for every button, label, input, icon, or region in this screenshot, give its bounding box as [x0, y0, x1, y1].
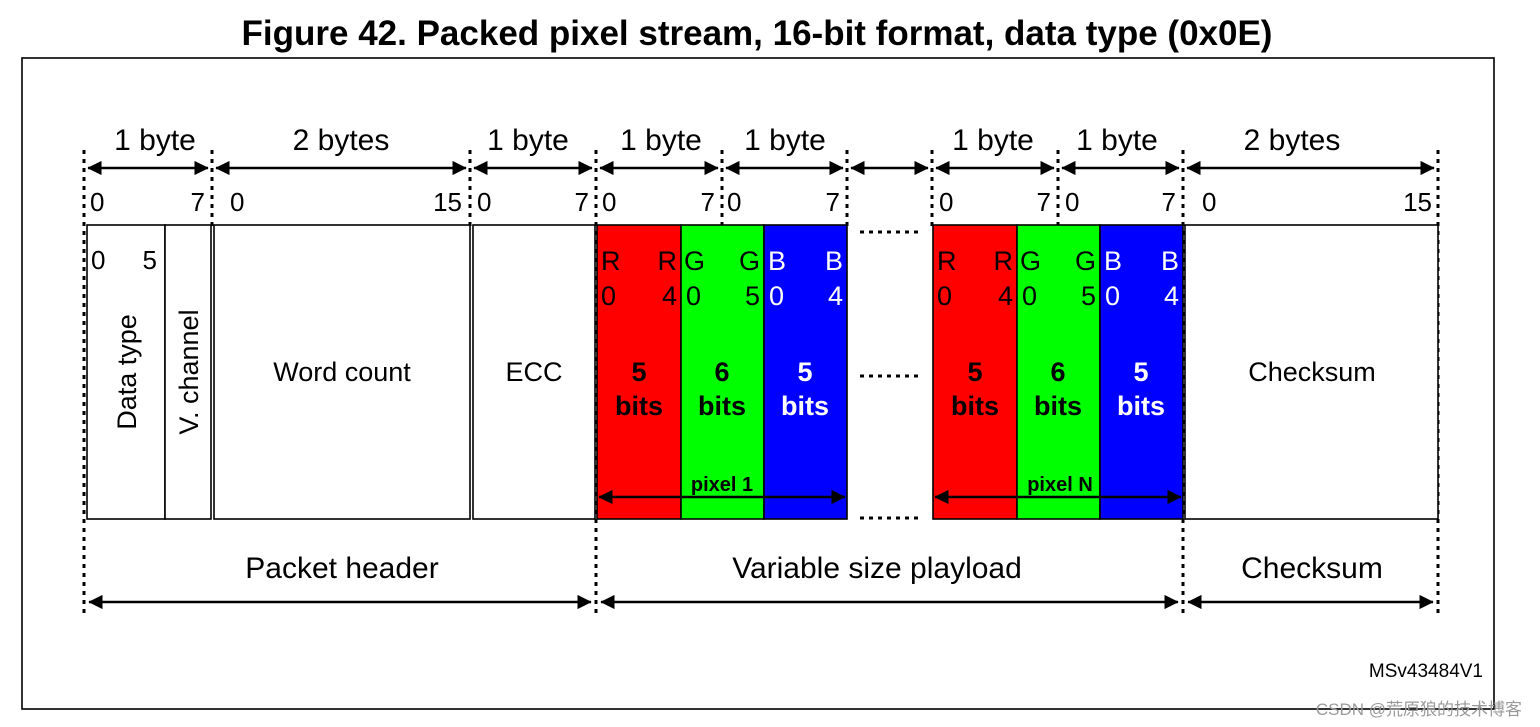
green-bit-low: 0 — [686, 281, 701, 311]
bit-number: 0 — [939, 187, 953, 217]
blue-bit-low: 0 — [769, 281, 784, 311]
red-bit-count: 5 — [631, 357, 646, 387]
ecc-label: ECC — [505, 357, 562, 387]
green-bit-count: 6 — [714, 357, 729, 387]
red-bit-low: 0 — [601, 281, 616, 311]
byte-boundaries — [82, 150, 1440, 614]
packet-header-label: Packet header — [245, 552, 438, 585]
pixel-n-group: R R 0 4 5 bits G G 0 5 6 bits B B 0 4 5 … — [932, 224, 1184, 520]
byte-label: 1 byte — [1076, 124, 1158, 157]
byte-label: 1 byte — [114, 124, 196, 157]
checksum-section-label: Checksum — [1241, 552, 1383, 585]
bit-numbers: 0 7 0 15 0 7 0 7 0 7 0 7 0 7 0 15 — [90, 187, 1432, 217]
byte-label: 1 byte — [487, 124, 569, 157]
bit-number: 0 — [1065, 187, 1079, 217]
ecc-field — [472, 224, 596, 520]
section-labels: Packet header Variable size playload Che… — [88, 552, 1434, 610]
packet-header-fields: 0 5 Data type V. channel Word count ECC — [86, 224, 596, 520]
data-type-low-bit: 0 — [91, 245, 105, 275]
blue-bit-unit: bits — [781, 391, 829, 421]
blue-bit-count: 5 — [797, 357, 812, 387]
blue-channel-block — [763, 224, 848, 520]
green-channel-block — [1016, 224, 1101, 520]
blue-bit-low: 0 — [1105, 281, 1120, 311]
pixel-label: pixel N — [1027, 474, 1093, 496]
checksum-field — [1184, 224, 1439, 520]
byte-labels: 1 byte 2 bytes 1 byte 1 byte 1 byte 1 by… — [114, 124, 1340, 157]
green-letter-high: G — [739, 246, 760, 276]
red-bit-count: 5 — [967, 357, 982, 387]
bit-number: 0 — [727, 187, 741, 217]
checksum-field-label: Checksum — [1248, 357, 1376, 387]
red-letter-high: R — [994, 246, 1014, 276]
bit-number: 7 — [575, 187, 589, 217]
byte-label: 2 bytes — [1244, 124, 1341, 157]
red-letter-low: R — [601, 246, 621, 276]
blue-bit-high: 4 — [1164, 281, 1179, 311]
figure-frame — [21, 57, 1495, 710]
green-channel-block — [680, 224, 765, 520]
blue-letter-low: B — [768, 246, 786, 276]
bit-number: 7 — [1162, 187, 1176, 217]
bit-number: 0 — [477, 187, 491, 217]
red-channel-block — [596, 224, 682, 520]
bit-number: 15 — [433, 187, 462, 217]
red-channel-block — [932, 224, 1018, 520]
watermark: CSDN @荒原狼的技术博客 — [1316, 700, 1522, 719]
byte-label: 1 byte — [620, 124, 702, 157]
figure-reference-id: MSv43484V1 — [1369, 661, 1483, 682]
data-type-high-bit: 5 — [143, 245, 157, 275]
bit-number: 0 — [1202, 187, 1216, 217]
red-bit-unit: bits — [951, 391, 999, 421]
green-letter-high: G — [1075, 246, 1096, 276]
red-bit-high: 4 — [998, 281, 1013, 311]
green-bit-low: 0 — [1022, 281, 1037, 311]
blue-channel-block — [1099, 224, 1184, 520]
bit-number: 7 — [701, 187, 715, 217]
bit-number: 0 — [230, 187, 244, 217]
figure-title: Figure 42. Packed pixel stream, 16-bit f… — [242, 14, 1273, 53]
payload-label: Variable size playload — [732, 552, 1022, 585]
bit-number: 7 — [191, 187, 205, 217]
blue-bit-high: 4 — [828, 281, 843, 311]
pixel-label: pixel 1 — [691, 474, 753, 496]
bit-number: 0 — [602, 187, 616, 217]
green-letter-low: G — [684, 246, 705, 276]
green-letter-low: G — [1020, 246, 1041, 276]
green-bit-high: 5 — [1081, 281, 1096, 311]
v-channel-label: V. channel — [174, 309, 204, 434]
bit-number: 15 — [1403, 187, 1432, 217]
byte-label: 1 byte — [952, 124, 1034, 157]
bit-number: 0 — [90, 187, 104, 217]
byte-label: 1 byte — [744, 124, 826, 157]
blue-letter-high: B — [825, 246, 843, 276]
blue-letter-high: B — [1161, 246, 1179, 276]
word-count-label: Word count — [273, 357, 411, 387]
pixel-1-group: R R 0 4 5 bits G G 0 5 6 bits B B 0 4 5 … — [596, 224, 848, 520]
bit-number: 7 — [826, 187, 840, 217]
ellipsis-gap — [860, 230, 922, 520]
green-bit-count: 6 — [1050, 357, 1065, 387]
bit-number: 7 — [1037, 187, 1051, 217]
red-bit-low: 0 — [937, 281, 952, 311]
data-type-field — [86, 224, 166, 520]
blue-letter-low: B — [1104, 246, 1122, 276]
green-bit-unit: bits — [698, 391, 746, 421]
byte-label: 2 bytes — [293, 124, 390, 157]
v-channel-field — [164, 224, 212, 520]
green-bit-unit: bits — [1034, 391, 1082, 421]
red-bit-unit: bits — [615, 391, 663, 421]
red-bit-high: 4 — [662, 281, 677, 311]
red-letter-high: R — [658, 246, 678, 276]
blue-bit-unit: bits — [1117, 391, 1165, 421]
red-letter-low: R — [937, 246, 957, 276]
word-count-field — [213, 224, 471, 520]
blue-bit-count: 5 — [1133, 357, 1148, 387]
data-type-label: Data type — [112, 314, 142, 430]
green-bit-high: 5 — [745, 281, 760, 311]
